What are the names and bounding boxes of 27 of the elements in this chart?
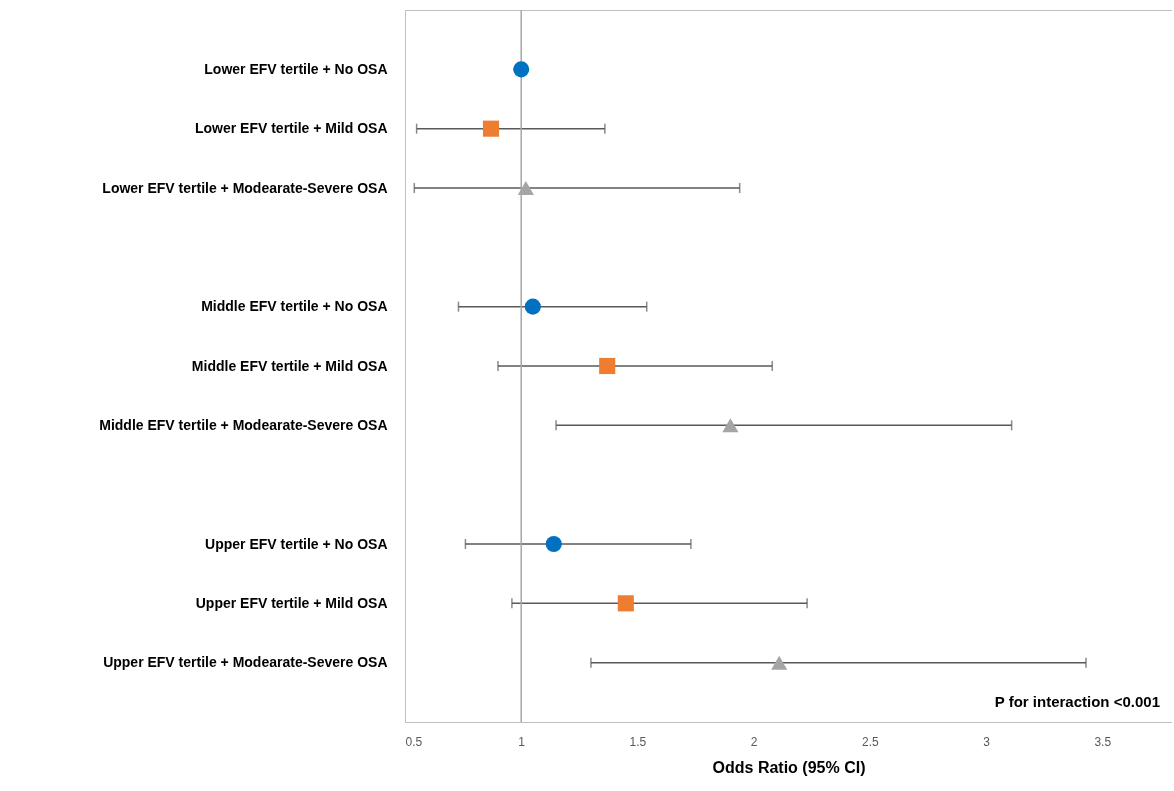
y-tick-label: Upper EFV tertile + Modearate-Severe OSA (103, 654, 388, 671)
y-tick-label: Middle EFV tertile + Modearate-Severe OSA (99, 416, 388, 433)
point (545, 535, 562, 553)
y-tick-label: Upper EFV tertile + No OSA (205, 535, 388, 552)
point (482, 120, 500, 137)
y-tick-label: Lower EFV tertile + No OSA (204, 60, 388, 77)
annotation: P for interaction <0.001 (994, 693, 1160, 710)
y-tick-label: Upper EFV tertile + Mild OSA (195, 594, 388, 611)
y-tick-label: Lower EFV tertile + Mild OSA (194, 120, 388, 137)
x-tick-label: 1 (518, 734, 526, 749)
x-tick-label: 2 (750, 734, 758, 749)
x-tick-label: 3.5 (1094, 734, 1112, 749)
point (771, 655, 788, 670)
y-tick-label: Middle EFV tertile + Mild OSA (191, 357, 388, 374)
point (513, 61, 530, 78)
x-tick-label: 3 (983, 734, 991, 749)
x-tick-label: 1.5 (629, 734, 647, 749)
x-tick-label: 0.5 (405, 734, 423, 749)
x-axis-title: Odds Ratio (95% CI) (712, 758, 866, 776)
point (599, 357, 616, 375)
x-tick-label: 2.5 (862, 734, 880, 749)
y-tick-label: Middle EFV tertile + No OSA (201, 298, 388, 315)
point (517, 181, 534, 195)
y-tick-label: Lower EFV tertile + Modearate-Severe OSA (102, 179, 388, 196)
point (524, 298, 541, 315)
point (722, 418, 739, 433)
point (617, 595, 634, 612)
